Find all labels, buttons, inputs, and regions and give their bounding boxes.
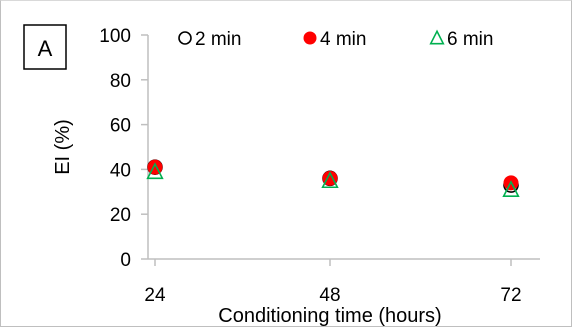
data-points (146, 159, 520, 198)
data-point-6-min (502, 180, 520, 198)
y-tick-label: 20 (110, 205, 131, 226)
legend: 2 min 4 min 6 min (178, 29, 493, 50)
x-axis-ticks: 24 48 72 (144, 259, 522, 306)
x-axis-title: Conditioning time (hours) (218, 305, 441, 327)
legend-item: 6 min (429, 29, 493, 50)
y-axis-ticks: 0 20 40 60 80 100 (99, 26, 148, 271)
y-tick-label: 80 (110, 71, 131, 92)
data-point-6-min (146, 162, 164, 180)
y-tick-label: 60 (110, 116, 131, 137)
y-tick-label: 40 (110, 160, 131, 181)
y-axis-title: EI (%) (52, 119, 74, 175)
data-point-6-min (321, 171, 339, 189)
x-tick-label: 24 (144, 285, 166, 306)
legend-label: 6 min (447, 29, 493, 50)
panel-label-box (23, 24, 67, 70)
y-tick-label: 0 (120, 250, 131, 271)
panel-label-text: A (38, 36, 53, 61)
legend-item: 2 min (178, 29, 241, 50)
legend-marker (303, 31, 317, 45)
legend-label: 2 min (195, 29, 241, 50)
legend-marker (429, 29, 445, 45)
legend-label: 4 min (320, 29, 366, 50)
legend-item: 4 min (303, 29, 366, 50)
x-tick-label: 72 (500, 285, 521, 306)
panel-label: A (23, 24, 67, 70)
y-tick-label: 100 (99, 26, 131, 47)
legend-marker (178, 31, 192, 45)
x-tick-label: 48 (319, 285, 340, 306)
